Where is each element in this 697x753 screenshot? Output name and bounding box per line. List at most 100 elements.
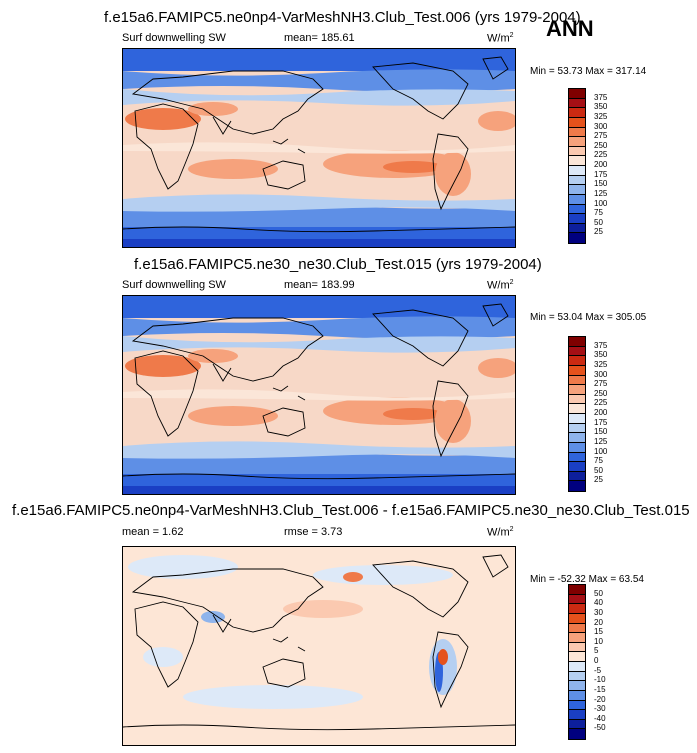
panel2-map-svg	[123, 296, 515, 494]
colorbar-segment	[569, 585, 585, 595]
colorbar-segment	[569, 365, 585, 376]
colorbar-tick-label: -5	[594, 665, 602, 675]
panel3-title: f.e15a6.FAMIPC5.ne0np4-VarMeshNH3.Club_T…	[12, 502, 690, 519]
colorbar-segment	[569, 89, 585, 99]
panel1-title: f.e15a6.FAMIPC5.ne0np4-VarMeshNH3.Club_T…	[104, 9, 581, 26]
colorbar-segment	[569, 642, 585, 653]
colorbar-tick-label: -40	[594, 713, 606, 723]
colorbar-segment	[569, 337, 585, 347]
panel3-minmax: Min = -52.32 Max = 63.54	[530, 574, 644, 585]
colorbar-tick-label: 250	[594, 140, 608, 150]
colorbar-segment	[569, 719, 585, 730]
colorbar-tick-label: 275	[594, 379, 608, 389]
colorbar-tick-label: 75	[594, 208, 603, 218]
colorbar-tick-label: 125	[594, 188, 608, 198]
panel3-mean-label: mean = 1.62	[122, 526, 184, 538]
colorbar-tick-label: 225	[594, 150, 608, 160]
colorbar-tick-label: -30	[594, 704, 606, 714]
colorbar-tick-label: 100	[594, 446, 608, 456]
colorbar-segment	[569, 662, 585, 672]
colorbar-tick-label: 25	[594, 475, 603, 485]
colorbar-tick-label: 0	[594, 656, 599, 665]
colorbar-tick-label: 40	[594, 598, 603, 608]
colorbar-segment	[569, 233, 585, 243]
colorbar-segment	[569, 414, 585, 424]
colorbar-segment	[569, 594, 585, 605]
colorbar-segment	[569, 671, 585, 682]
colorbar-tick-label: -10	[594, 675, 606, 685]
colorbar-segment	[569, 613, 585, 624]
panel2-minmax: Min = 53.04 Max = 305.05	[530, 312, 647, 323]
colorbar-tick-label: 30	[594, 607, 603, 617]
colorbar-tick-label: 375	[594, 92, 608, 102]
colorbar-segment	[569, 108, 585, 118]
colorbar-segment	[569, 127, 585, 138]
colorbar-tick-label: 325	[594, 359, 608, 369]
colorbar-segment	[569, 652, 585, 662]
colorbar-segment	[569, 166, 585, 176]
panel2-colorbar	[568, 336, 586, 492]
colorbar-tick-label: 200	[594, 408, 608, 417]
panel3-map	[122, 546, 516, 746]
colorbar-tick-label: 150	[594, 427, 608, 437]
panel3-rmse-label: rmse = 3.73	[284, 526, 343, 538]
panel1-minmax: Min = 53.73 Max = 317.14	[530, 66, 647, 77]
colorbar-segment	[569, 214, 585, 224]
panel1-colorbar	[568, 88, 586, 244]
season-label: ANN	[546, 16, 594, 41]
colorbar-segment	[569, 346, 585, 357]
colorbar-segment	[569, 98, 585, 109]
colorbar-tick-label: 275	[594, 131, 608, 141]
colorbar-tick-label: 50	[594, 465, 603, 475]
colorbar-segment	[569, 710, 585, 720]
colorbar-segment	[569, 204, 585, 215]
panel2-variable-label: Surf downwelling SW	[122, 279, 226, 291]
panel1-map	[122, 48, 516, 248]
colorbar-segment	[569, 633, 585, 643]
panel3-map-svg	[123, 547, 515, 745]
colorbar-segment	[569, 156, 585, 166]
colorbar-segment	[569, 729, 585, 739]
colorbar-segment	[569, 394, 585, 405]
colorbar-tick-label: 350	[594, 102, 608, 112]
colorbar-tick-label: 20	[594, 617, 603, 627]
panel3-units: W/m2	[487, 526, 514, 539]
colorbar-segment	[569, 471, 585, 482]
colorbar-tick-label: 100	[594, 198, 608, 208]
colorbar-segment	[569, 137, 585, 147]
panel2-title: f.e15a6.FAMIPC5.ne30_ne30.Club_Test.015 …	[134, 256, 542, 273]
colorbar-tick-label: -50	[594, 723, 606, 733]
panel1-mean-label: mean= 185.61	[284, 32, 355, 44]
colorbar-tick-label: 175	[594, 417, 608, 427]
colorbar-tick-label: 125	[594, 436, 608, 446]
colorbar-segment	[569, 404, 585, 414]
colorbar-tick-label: 175	[594, 169, 608, 179]
colorbar-tick-label: 5	[594, 646, 599, 656]
colorbar-segment	[569, 623, 585, 634]
colorbar-tick-label: 150	[594, 179, 608, 189]
colorbar-segment	[569, 194, 585, 205]
colorbar-tick-label: 225	[594, 398, 608, 408]
colorbar-segment	[569, 690, 585, 701]
colorbar-segment	[569, 223, 585, 234]
colorbar-segment	[569, 452, 585, 463]
panel2-units: W/m2	[487, 279, 514, 292]
colorbar-tick-label: 300	[594, 369, 608, 379]
colorbar-tick-label: 200	[594, 160, 608, 169]
colorbar-segment	[569, 462, 585, 472]
panel1-map-svg	[123, 49, 515, 247]
colorbar-tick-label: 25	[594, 227, 603, 237]
colorbar-segment	[569, 481, 585, 491]
colorbar-tick-label: 75	[594, 456, 603, 466]
colorbar-segment	[569, 356, 585, 366]
colorbar-segment	[569, 423, 585, 434]
colorbar-tick-label: -20	[594, 694, 606, 704]
colorbar-segment	[569, 117, 585, 128]
colorbar-tick-label: 15	[594, 627, 603, 637]
panel1-units: W/m2	[487, 32, 514, 45]
colorbar-segment	[569, 385, 585, 395]
colorbar-tick-label: 50	[594, 217, 603, 227]
colorbar-tick-label: 375	[594, 340, 608, 350]
colorbar-segment	[569, 175, 585, 186]
colorbar-tick-label: 50	[594, 588, 603, 598]
